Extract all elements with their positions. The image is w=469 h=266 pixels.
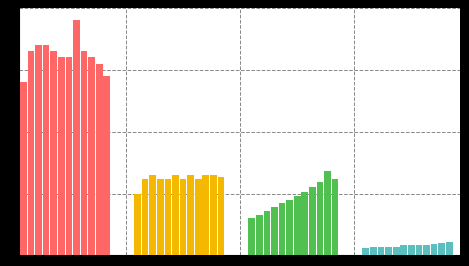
Bar <box>370 247 377 255</box>
Bar <box>43 45 49 255</box>
Bar <box>20 82 27 255</box>
Bar <box>423 246 430 255</box>
Bar <box>81 51 87 255</box>
Bar <box>218 177 224 255</box>
Bar <box>302 192 308 255</box>
Bar <box>165 179 171 255</box>
Bar <box>378 247 384 255</box>
Bar <box>408 246 415 255</box>
Bar <box>294 196 301 255</box>
Bar <box>210 175 217 255</box>
Bar <box>439 243 445 255</box>
Bar <box>286 200 293 255</box>
Bar <box>332 179 339 255</box>
Bar <box>385 247 392 255</box>
Bar <box>309 187 316 255</box>
Bar <box>416 246 422 255</box>
Bar <box>134 194 141 255</box>
Bar <box>256 215 263 255</box>
Bar <box>142 179 149 255</box>
Bar <box>249 218 255 255</box>
Bar <box>172 175 179 255</box>
Bar <box>431 244 438 255</box>
Bar <box>363 248 369 255</box>
Bar <box>28 51 34 255</box>
Bar <box>66 57 72 255</box>
Bar <box>317 182 323 255</box>
Bar <box>50 51 57 255</box>
Bar <box>203 175 209 255</box>
Bar <box>149 175 156 255</box>
Bar <box>157 179 164 255</box>
Bar <box>58 57 65 255</box>
Bar <box>187 175 194 255</box>
Bar <box>324 171 331 255</box>
Bar <box>35 45 42 255</box>
Bar <box>279 203 285 255</box>
Bar <box>104 76 110 255</box>
Bar <box>96 64 103 255</box>
Bar <box>271 207 278 255</box>
Bar <box>393 247 400 255</box>
Bar <box>73 20 80 255</box>
Bar <box>180 179 186 255</box>
Bar <box>401 246 407 255</box>
Bar <box>195 179 202 255</box>
Bar <box>446 242 453 255</box>
Bar <box>264 211 270 255</box>
Bar <box>88 57 95 255</box>
